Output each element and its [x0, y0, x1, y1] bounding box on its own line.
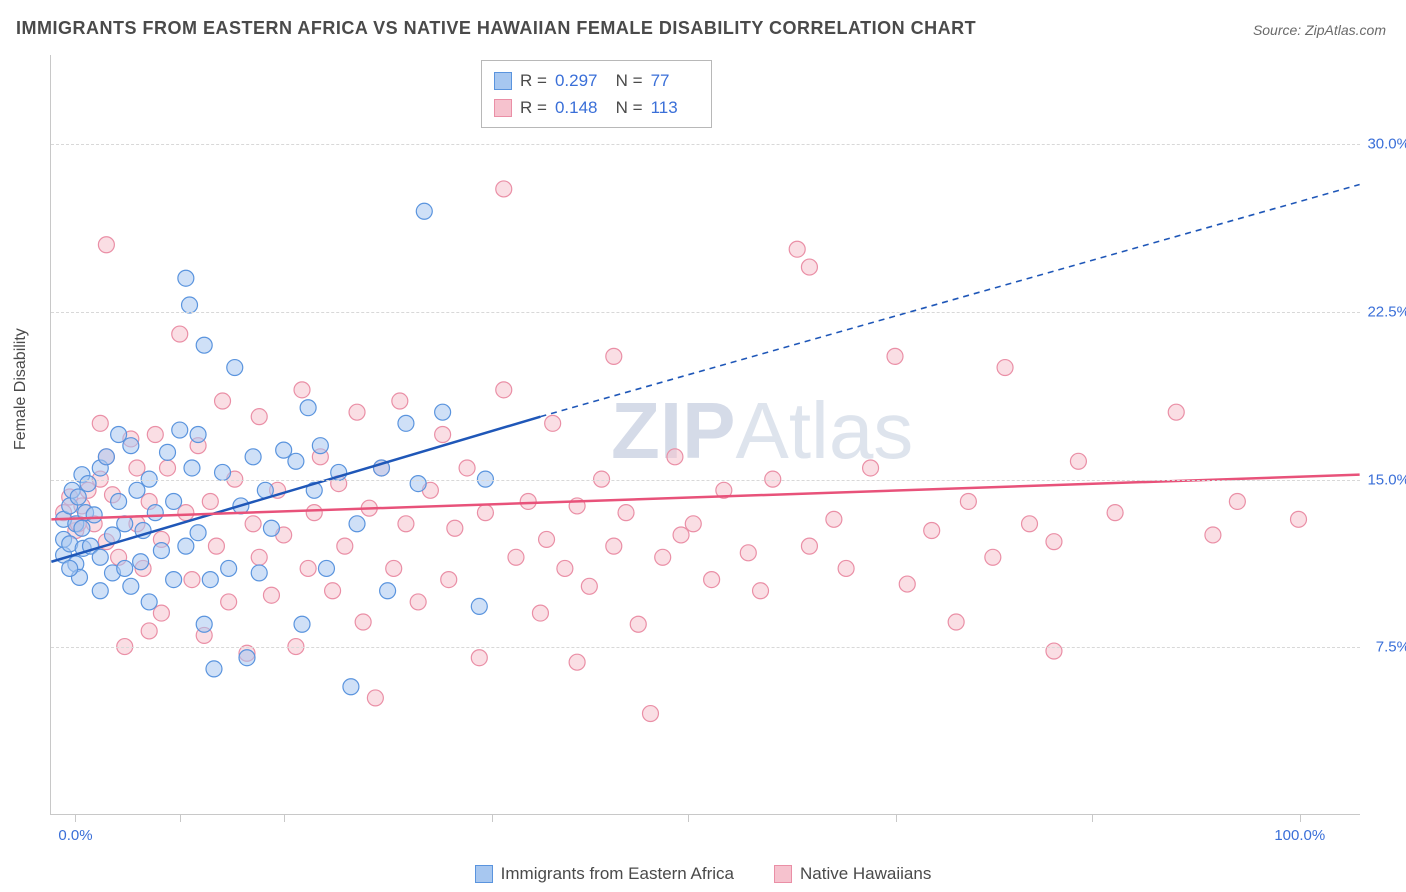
y-tick-label: 22.5% [1365, 304, 1406, 321]
legend-rn-row: R = 0.148 N = 113 [494, 94, 699, 121]
x-tick [1300, 814, 1301, 822]
legend-label: Native Hawaiians [800, 864, 931, 884]
plot-area: ZIPAtlas R = 0.297 N = 77R = 0.148 N = 1… [50, 55, 1360, 815]
x-tick [284, 814, 285, 822]
x-tick-label: 100.0% [1274, 827, 1325, 844]
x-tick [75, 814, 76, 822]
y-tick-label: 7.5% [1365, 639, 1406, 656]
legend-swatch [774, 865, 792, 883]
x-tick [180, 814, 181, 822]
legend-swatch [494, 99, 512, 117]
x-tick [492, 814, 493, 822]
x-tick [688, 814, 689, 822]
chart-title: IMMIGRANTS FROM EASTERN AFRICA VS NATIVE… [16, 18, 976, 39]
gridline [51, 647, 1360, 648]
gridline [51, 144, 1360, 145]
gridline [51, 312, 1360, 313]
gridline [51, 480, 1360, 481]
y-tick-label: 30.0% [1365, 136, 1406, 153]
legend-item: Native Hawaiians [774, 864, 931, 884]
legend-label: Immigrants from Eastern Africa [501, 864, 734, 884]
legend-item: Immigrants from Eastern Africa [475, 864, 734, 884]
x-tick [1092, 814, 1093, 822]
y-axis-label: Female Disability [12, 328, 30, 450]
y-tick-label: 15.0% [1365, 471, 1406, 488]
legend-rn-row: R = 0.297 N = 77 [494, 67, 699, 94]
legend-swatch [475, 865, 493, 883]
chart-container: IMMIGRANTS FROM EASTERN AFRICA VS NATIVE… [0, 0, 1406, 892]
plot-svg [51, 55, 1360, 814]
legend-correlation: R = 0.297 N = 77R = 0.148 N = 113 [481, 60, 712, 128]
legend-swatch [494, 72, 512, 90]
x-tick [896, 814, 897, 822]
source-label: Source: ZipAtlas.com [1253, 22, 1386, 38]
x-tick-label: 0.0% [58, 827, 92, 844]
legend-series: Immigrants from Eastern Africa Native Haw… [0, 864, 1406, 884]
